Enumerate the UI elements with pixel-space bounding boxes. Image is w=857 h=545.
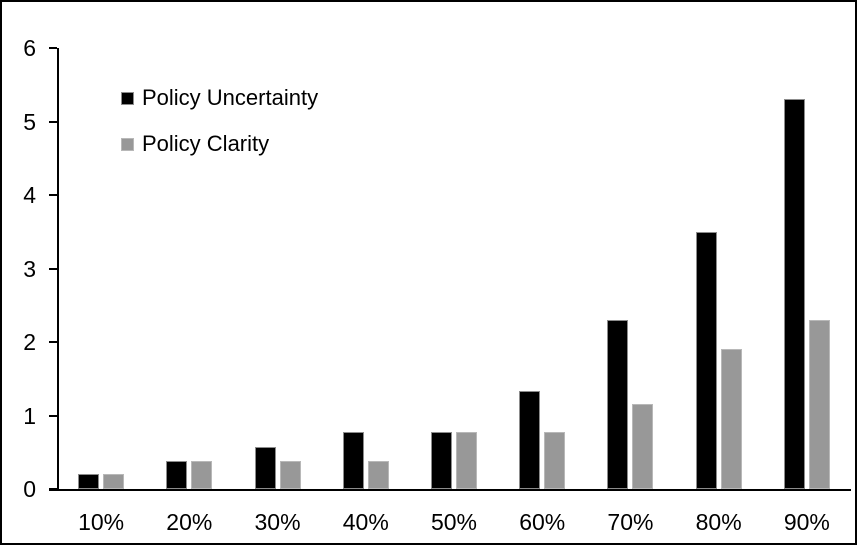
legend-item-policy-clarity: Policy Clarity <box>121 131 318 156</box>
y-tick-1 <box>49 414 57 417</box>
y-tick-label-6: 6 <box>23 35 36 61</box>
y-tick-label-2: 2 <box>23 329 36 355</box>
x-category-label-70%: 70% <box>607 509 654 535</box>
legend-label-policy-uncertainty: Policy Uncertainty <box>142 85 319 110</box>
bar-policy-uncertainty-50% <box>431 432 452 489</box>
y-tick-label-1: 1 <box>23 402 36 429</box>
x-axis-line <box>49 489 851 491</box>
bar-policy-clarity-50% <box>456 432 477 489</box>
bar-policy-uncertainty-40% <box>342 432 364 489</box>
bar-policy-clarity-70% <box>632 404 654 489</box>
legend-label-policy-clarity: Policy Clarity <box>142 131 270 156</box>
policy-uncertainty-swatch-icon <box>121 91 134 105</box>
x-category-label-10%: 10% <box>78 509 125 535</box>
legend: Policy Uncertainty Policy Clarity <box>121 85 319 178</box>
x-category-label-50%: 50% <box>430 509 478 535</box>
bar-policy-uncertainty-60% <box>519 391 541 489</box>
y-tick-4 <box>49 194 57 196</box>
y-tick-5 <box>49 120 57 123</box>
y-tick-2 <box>49 341 57 343</box>
bar-policy-clarity-90% <box>808 319 830 489</box>
y-tick-3 <box>49 267 57 270</box>
y-tick-6 <box>49 47 57 49</box>
y-tick-label-4: 4 <box>23 182 36 208</box>
bar-policy-clarity-30% <box>279 461 301 489</box>
bar-policy-clarity-80% <box>720 349 742 489</box>
x-category-label-80%: 80% <box>695 509 742 535</box>
x-category-label-30%: 30% <box>254 509 301 535</box>
x-category-label-40%: 40% <box>342 509 389 535</box>
y-axis-line <box>57 48 59 491</box>
bar-policy-uncertainty-10% <box>78 474 100 489</box>
x-category-label-90%: 90% <box>783 509 830 535</box>
y-tick-label-0: 0 <box>23 476 36 502</box>
bar-policy-uncertainty-90% <box>783 99 805 489</box>
x-category-label-20%: 20% <box>166 509 213 535</box>
bar-policy-uncertainty-30% <box>254 447 276 489</box>
bar-policy-clarity-20% <box>191 461 213 489</box>
bar-policy-clarity-60% <box>544 432 566 489</box>
bar-policy-uncertainty-80% <box>695 231 717 489</box>
y-tick-label-3: 3 <box>23 255 36 282</box>
legend-item-policy-uncertainty: Policy Uncertainty <box>121 85 319 110</box>
bar-policy-uncertainty-20% <box>166 461 188 489</box>
policy-clarity-swatch-icon <box>121 137 134 151</box>
bar-policy-uncertainty-70% <box>607 319 629 489</box>
bar-policy-clarity-40% <box>367 461 389 489</box>
x-category-label-60%: 60% <box>519 509 566 535</box>
y-tick-label-5: 5 <box>23 108 36 135</box>
bar-policy-clarity-10% <box>103 474 125 489</box>
